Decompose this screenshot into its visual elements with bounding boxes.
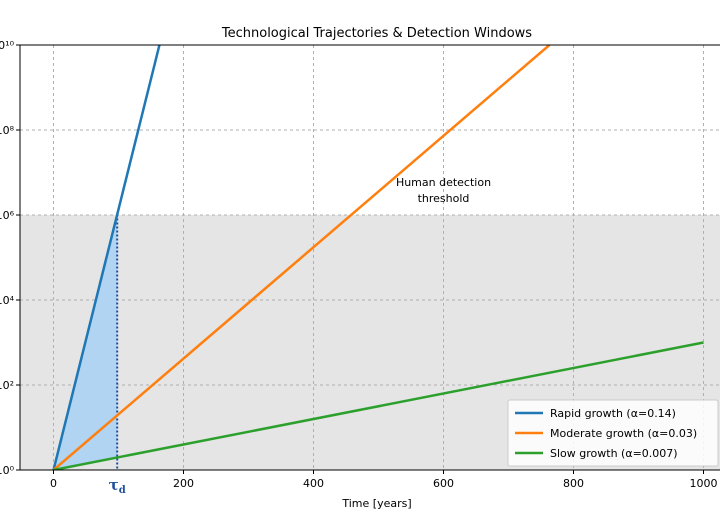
threshold-label: Human detection threshold (396, 176, 491, 205)
y-tick-label: 10⁶ (0, 209, 15, 222)
x-tick-label: 600 (433, 477, 454, 490)
tau-label: τd (109, 476, 126, 496)
legend-box (507, 399, 719, 467)
x-axis-title: Time [years] (341, 497, 411, 510)
tau-label-main: τ (109, 476, 119, 494)
threshold-label-line: Human detection (396, 176, 491, 189)
series (52, 45, 704, 470)
y-tick-label: 10⁸ (0, 124, 15, 137)
y-tick-label: 10¹⁰ (0, 39, 15, 52)
legend: Rapid growth (α=0.14) Moderate growth (α=… (507, 399, 719, 467)
legend-label-0: Rapid growth (α=0.14) (550, 407, 676, 420)
legend-label-2: Slow growth (α=0.007) (550, 447, 678, 460)
x-tick-label: 200 (173, 477, 194, 490)
series-line-1 (52, 45, 551, 470)
y-tick-label: 10⁰ (0, 464, 15, 477)
legend-label-1: Moderate growth (α=0.03) (550, 427, 697, 440)
threshold-label-line: threshold (418, 192, 470, 205)
series-line-2 (53, 341, 704, 470)
chart-title: Technological Trajectories & Detection W… (221, 26, 532, 41)
series-line-0 (52, 45, 161, 470)
x-tick-label: 1000 (690, 477, 718, 490)
x-tick-label: 800 (563, 477, 584, 490)
grid (20, 45, 720, 470)
tau-label-sub: d (119, 485, 126, 496)
y-tick-label: 10⁴ (0, 294, 15, 307)
plot-area (20, 45, 720, 470)
y-tick-label: 10² (0, 379, 14, 392)
x-tick-label: 400 (303, 477, 324, 490)
ticks: 0 200 400 600 800 1000 10⁰ 10² 10⁴ 10⁶ 10⁸ 10¹⁰ (0, 39, 718, 490)
x-tick-label: 0 (50, 477, 57, 490)
